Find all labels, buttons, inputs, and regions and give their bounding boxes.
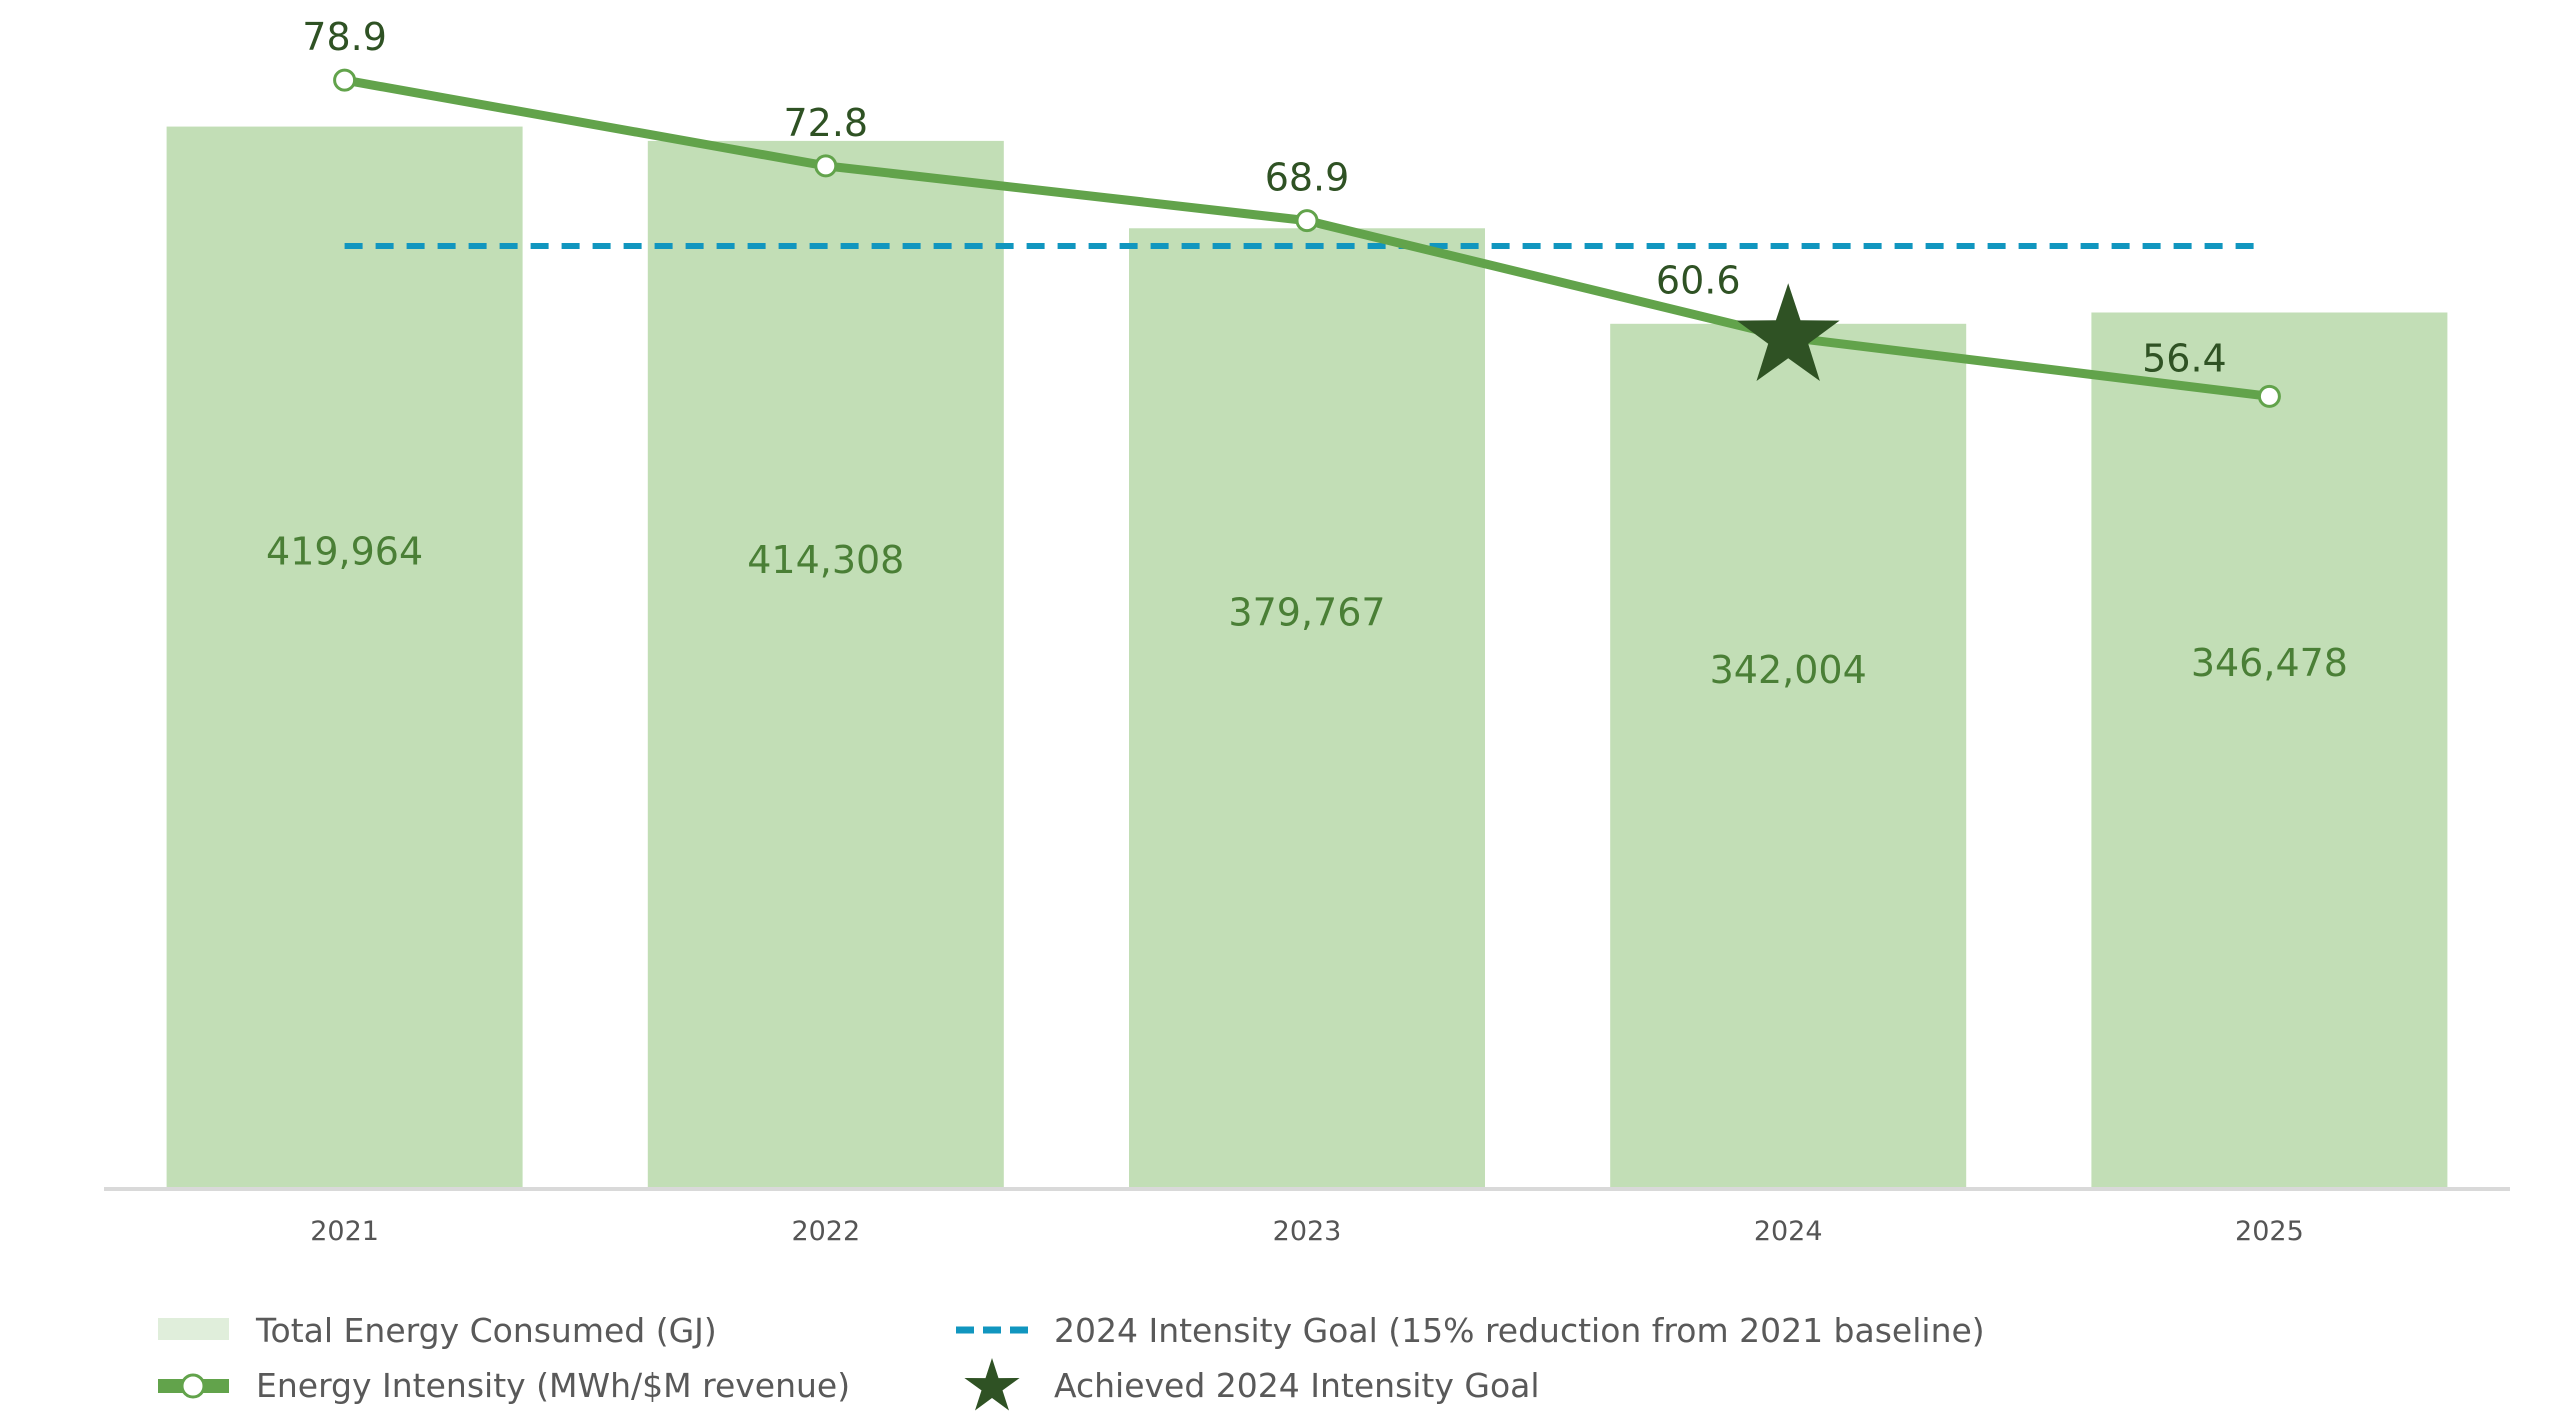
- bar-labels: 419,964 414,308 379,767 342,004 346,478: [266, 530, 2348, 692]
- x-tick-labels: 2021 2022 2023 2024 2025: [310, 1216, 2304, 1247]
- x-tick-label: 2023: [1273, 1216, 1342, 1247]
- x-tick-label: 2024: [1754, 1216, 1823, 1247]
- intensity-value-label: 72.8: [783, 101, 868, 145]
- intensity-points: [333, 68, 2281, 408]
- bar-value-label: 379,767: [1228, 591, 1385, 635]
- intensity-point: [2257, 384, 2281, 408]
- intensity-point: [814, 154, 838, 178]
- legend: Total Energy Consumed (GJ) Energy Intens…: [158, 1311, 1985, 1411]
- bar-2023: [1129, 228, 1485, 1190]
- legend-label-bar: Total Energy Consumed (GJ): [255, 1311, 717, 1350]
- star-icon: [1736, 283, 1840, 381]
- intensity-labels: 78.9 72.8 68.9 60.6 56.4: [302, 15, 2226, 380]
- bar-value-label: 419,964: [266, 530, 423, 574]
- legend-label-goal: 2024 Intensity Goal (15% reduction from …: [1054, 1311, 1985, 1350]
- bar-series: [166, 126, 2448, 1190]
- bar-2022: [647, 140, 1004, 1189]
- intensity-value-label: 78.9: [302, 15, 387, 59]
- intensity-point: [1295, 209, 1319, 233]
- bar-2024: [1610, 323, 1967, 1190]
- bar-value-label: 414,308: [747, 538, 904, 582]
- bar-2021: [166, 126, 523, 1189]
- legend-swatch-bar: [158, 1318, 229, 1340]
- x-tick-label: 2021: [310, 1216, 379, 1247]
- x-tick-label: 2022: [791, 1216, 860, 1247]
- legend-swatch-marker: [180, 1373, 206, 1399]
- legend-label-achieved: Achieved 2024 Intensity Goal: [1054, 1366, 1540, 1405]
- intensity-value-label: 60.6: [1656, 258, 1741, 302]
- bar-value-label: 346,478: [2191, 641, 2348, 685]
- intensity-value-label: 56.4: [2142, 336, 2227, 380]
- bar-2025: [2091, 312, 2448, 1189]
- intensity-value-label: 68.9: [1265, 156, 1350, 200]
- x-tick-label: 2025: [2235, 1216, 2304, 1247]
- intensity-point: [333, 68, 357, 92]
- bar-value-label: 342,004: [1710, 648, 1867, 692]
- legend-label-line: Energy Intensity (MWh/$M revenue): [256, 1366, 850, 1405]
- legend-star-icon: [964, 1358, 1020, 1411]
